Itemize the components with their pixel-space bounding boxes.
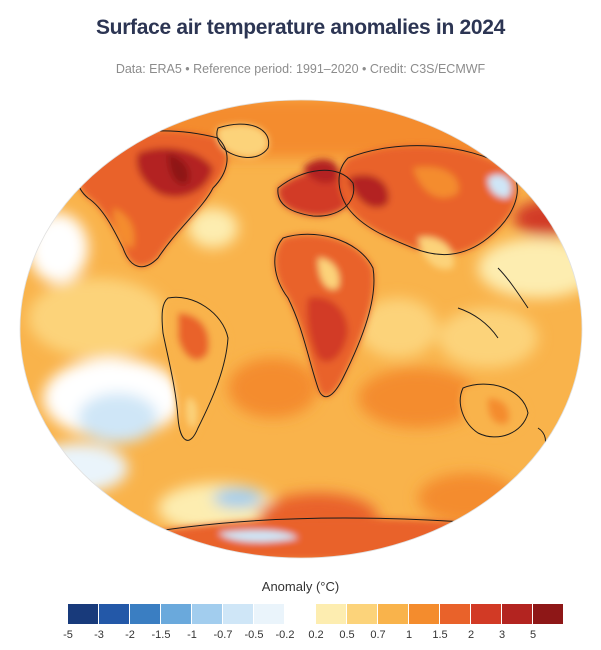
legend-swatch-cool [130, 604, 160, 624]
legend-tick-label: -2 [125, 629, 135, 641]
legend-tick-label: 0.2 [308, 629, 324, 641]
legend-swatch-cool [99, 604, 129, 624]
legend-tick-label: 1 [405, 629, 413, 641]
legend-tick-label: -0.7 [213, 629, 233, 641]
legend-tick-labels: -5 -3 -2 -1.5 -1 -0.7 -0.5 -0.2 0.2 0.5 0.7 1 1.5 2 3 5 [0, 629, 601, 647]
legend-tick-label: 1.5 [432, 629, 448, 641]
color-scale-legend [68, 604, 563, 624]
legend-title: Anomaly (°C) [261, 579, 340, 594]
anomaly-field [20, 100, 582, 558]
legend-swatch-warm [316, 604, 346, 624]
legend-swatch-warm [409, 604, 439, 624]
legend-swatch-cool [161, 604, 191, 624]
legend-tick-label: 2 [467, 629, 475, 641]
legend-swatch-cool [223, 604, 253, 624]
map-subtitle: Data: ERA5 • Reference period: 1991–2020… [115, 62, 486, 76]
legend-tick-label: -0.5 [244, 629, 264, 641]
legend-swatch-warm [533, 604, 563, 624]
legend-swatch-warm [347, 604, 377, 624]
legend-tick-label: 3 [498, 629, 506, 641]
legend-swatch-cool [192, 604, 222, 624]
legend-tick-label: -1 [187, 629, 197, 641]
legend-tick-label: -3 [94, 629, 104, 641]
map-title: Surface air temperature anomalies in 202… [95, 16, 506, 39]
legend-tick-label: -5 [63, 629, 73, 641]
legend-tick-label: -1.5 [151, 629, 171, 641]
legend-swatch-warm [440, 604, 470, 624]
legend-swatch-neutral [285, 604, 315, 624]
legend-tick-label: 0.7 [370, 629, 386, 641]
legend-swatch-warm [378, 604, 408, 624]
world-anomaly-map [19, 99, 583, 559]
legend-tick-label: 5 [529, 629, 537, 641]
legend-swatch-warm [502, 604, 532, 624]
legend-swatch-warm [471, 604, 501, 624]
legend-tick-label: 0.5 [339, 629, 355, 641]
legend-tick-label: -0.2 [275, 629, 295, 641]
legend-swatch-cool [254, 604, 284, 624]
legend-swatch-cool [68, 604, 98, 624]
